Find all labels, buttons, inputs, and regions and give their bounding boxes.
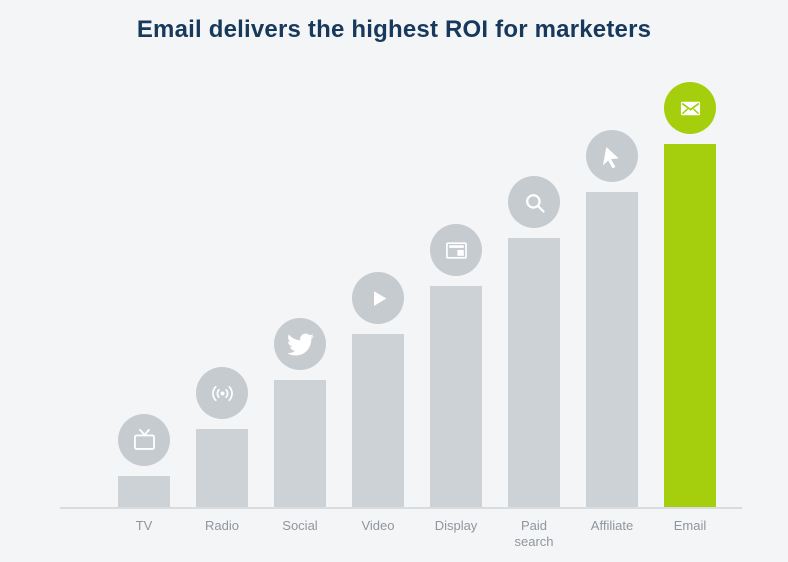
x-axis-line (60, 507, 742, 509)
display-ad-icon (430, 224, 482, 276)
chart-column-tv (118, 414, 170, 507)
bar-video (352, 334, 404, 507)
bar-social (274, 380, 326, 507)
chart-column-paid-search (508, 176, 560, 507)
chart-column-display (430, 224, 482, 507)
bar-paid-search (508, 238, 560, 507)
x-axis-labels: TV Radio Social Video Display Paid search Affi… (118, 518, 716, 551)
bar-tv (118, 476, 170, 507)
label-email: Email (673, 518, 707, 533)
bar-email (664, 144, 716, 507)
label-video: Video (361, 518, 395, 533)
mail-icon (664, 82, 716, 134)
label-tv: TV (135, 518, 153, 533)
label-display: Display (434, 518, 478, 533)
page-title: Email delivers the highest ROI for marke… (136, 16, 652, 43)
chart-columns (118, 82, 716, 507)
chart-column-social (274, 318, 326, 507)
label-radio: Radio (205, 518, 239, 533)
chart-column-email (664, 82, 716, 507)
bar-affiliate (586, 192, 638, 507)
bar-display (430, 286, 482, 507)
label-paid-search: Paid search (514, 518, 554, 550)
label-social: Social (282, 518, 318, 533)
play-icon (352, 272, 404, 324)
cursor-icon (586, 130, 638, 182)
chart-column-video (352, 272, 404, 507)
search-icon (508, 176, 560, 228)
radio-icon (196, 367, 248, 419)
bar-radio (196, 429, 248, 507)
chart-column-radio (196, 367, 248, 507)
label-affiliate: Affiliate (590, 518, 634, 533)
chart-column-affiliate (586, 130, 638, 507)
twitter-icon (274, 318, 326, 370)
tv-icon (118, 414, 170, 466)
